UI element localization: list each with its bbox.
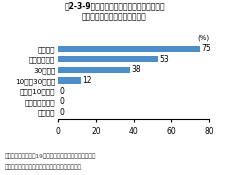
Text: 関する方针、計画等の作成状況: 関する方针、計画等の作成状況 <box>82 12 147 21</box>
Text: 0: 0 <box>60 108 65 117</box>
Text: 12: 12 <box>82 76 92 85</box>
Text: 0: 0 <box>60 97 65 106</box>
Bar <box>58 56 158 62</box>
Text: 図2-3-9　地方公共団体における環境教育に: 図2-3-9 地方公共団体における環境教育に <box>64 2 165 11</box>
Text: (%): (%) <box>197 35 209 41</box>
Text: 0: 0 <box>60 86 65 96</box>
Text: 資料：環境省「平成19年度地方公共団体における環境教: 資料：環境省「平成19年度地方公共団体における環境教 <box>5 154 96 159</box>
Text: 53: 53 <box>160 55 169 64</box>
Bar <box>58 77 81 84</box>
Bar <box>58 46 200 52</box>
Text: 育に関する施策等の取組達成状況調査」より作成: 育に関する施策等の取組達成状況調査」より作成 <box>5 164 82 170</box>
Text: 75: 75 <box>201 44 211 53</box>
Bar <box>58 67 130 73</box>
Text: 38: 38 <box>131 65 141 74</box>
